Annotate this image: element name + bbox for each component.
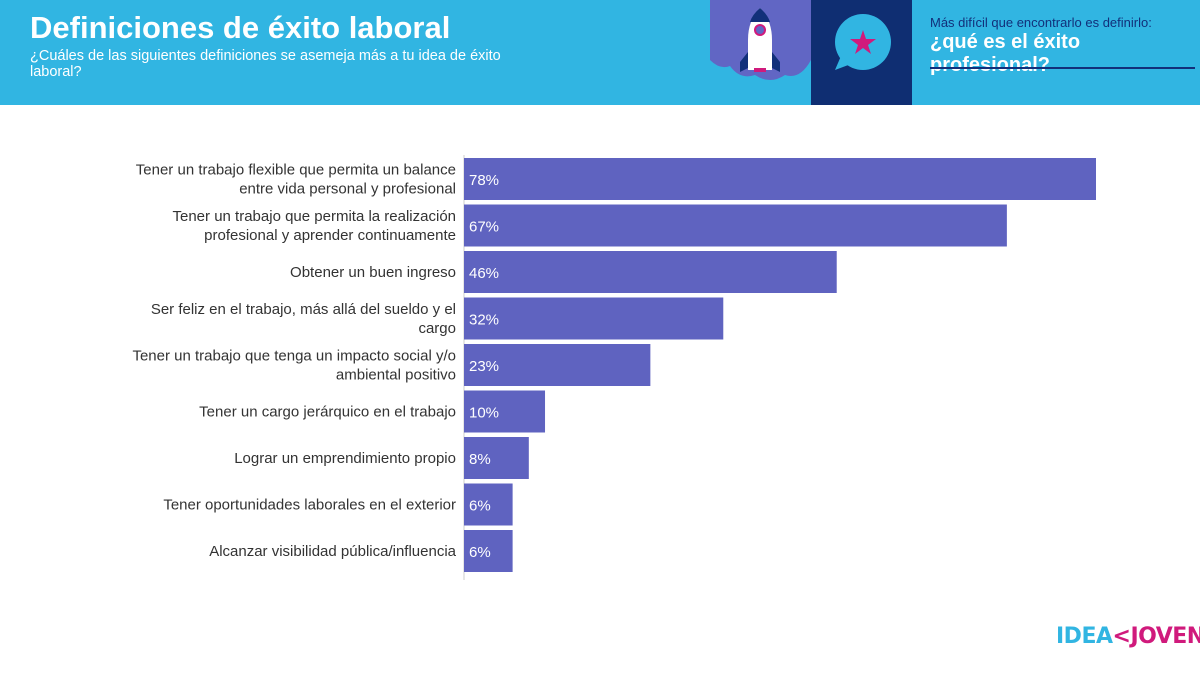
category-label: Tener un cargo jerárquico en el trabajo [199,404,456,421]
category-label: Tener un trabajo que tenga un impacto so… [132,348,456,365]
bar [464,483,513,526]
data-label: 46% [469,265,499,282]
speech-bubble-star-icon [835,14,891,70]
bar [464,158,1096,200]
data-label: 6% [469,544,491,561]
category-label: entre vida personal y profesional [239,181,456,198]
bar [464,204,1007,247]
data-label: 23% [469,358,499,375]
category-label: cargo [418,320,456,337]
data-label: 32% [469,312,499,329]
category-label: Tener oportunidades laborales en el exte… [163,497,456,514]
category-label: profesional y aprender continuamente [204,227,456,244]
data-label: 78% [469,172,499,189]
category-label: Alcanzar visibilidad pública/influencia [209,543,456,560]
page-subtitle: ¿Cuáles de las siguientes definiciones s… [30,48,501,80]
category-label: Tener un trabajo que permita la realizac… [173,208,457,225]
header: Definiciones de éxito laboral ¿Cuáles de… [0,0,1200,105]
tagline-big: ¿qué es el éxito profesional? [930,31,1081,76]
bar [464,437,529,479]
data-label: 67% [469,219,499,236]
tagline-small: Más difícil que encontrarlo es definirlo… [930,15,1152,30]
data-label: 10% [469,405,499,422]
bubble-panel [811,0,912,105]
data-label: 8% [469,451,491,468]
category-label: Lograr un emprendimiento propio [234,450,456,467]
bar [464,390,546,433]
bar [464,251,837,293]
page-title: Definiciones de éxito laboral [30,10,451,45]
data-label: 6% [469,498,491,515]
category-label: Obtener un buen ingreso [290,264,456,281]
bar [464,344,651,386]
idea-joven-logo: IDEA<JOVEN [1056,624,1200,649]
bar [464,530,513,572]
rocket-icon [710,0,811,80]
category-label: Ser feliz en el trabajo, más allá del su… [151,301,456,318]
bar [464,297,724,340]
tagline-divider [930,67,1195,69]
rocket-panel [710,0,811,105]
category-label: ambiental positivo [336,367,456,384]
category-label: Tener un trabajo flexible que permita un… [136,162,456,179]
